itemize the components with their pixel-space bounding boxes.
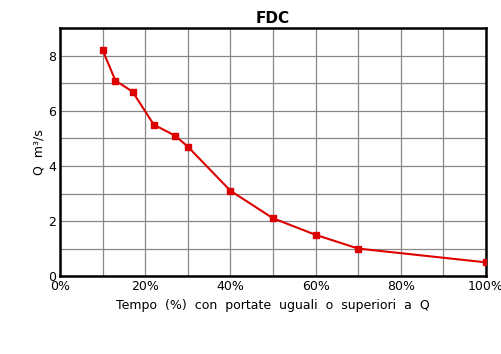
X-axis label: Tempo  (%)  con  portate  uguali  o  superiori  a  Q: Tempo (%) con portate uguali o superiori… [116, 299, 430, 312]
Title: FDC: FDC [256, 11, 290, 26]
Y-axis label: Q  m³/s: Q m³/s [32, 129, 45, 175]
